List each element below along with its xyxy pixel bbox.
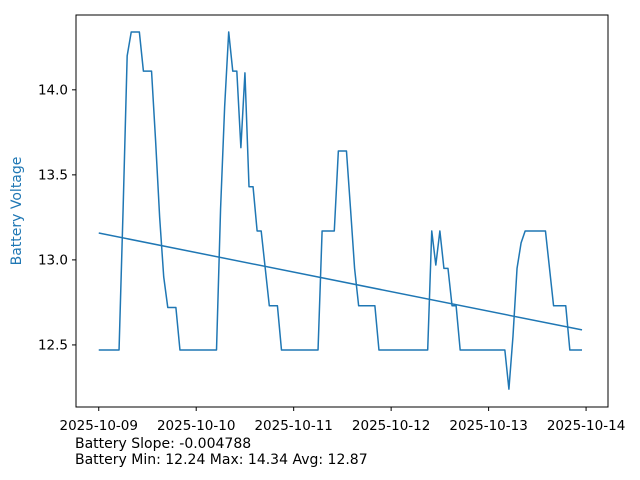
data-series xyxy=(98,31,583,390)
y-tick-label: 14.0 xyxy=(38,82,68,98)
battery-slope-annotation: Battery Slope: -0.004788 xyxy=(75,436,251,452)
x-tick-label: 2025-10-09 xyxy=(60,418,138,434)
y-axis-ticks: 12.5 13.0 13.5 14.0 xyxy=(38,82,76,353)
x-tick-label: 2025-10-14 xyxy=(547,418,625,434)
y-tick-label: 13.5 xyxy=(38,167,68,183)
plot-border xyxy=(75,14,609,408)
battery-voltage-line xyxy=(98,31,583,390)
y-tick-label: 13.0 xyxy=(38,252,68,268)
y-tick-label: 12.5 xyxy=(38,337,68,353)
x-tick-label: 2025-10-10 xyxy=(157,418,235,434)
battery-trend-line xyxy=(98,232,583,331)
y-axis-label: Battery Voltage xyxy=(9,157,25,266)
x-tick-label: 2025-10-12 xyxy=(352,418,430,434)
x-axis-ticks: 2025-10-09 2025-10-10 2025-10-11 2025-10-12… xyxy=(60,407,625,434)
x-tick-label: 2025-10-11 xyxy=(254,418,332,434)
x-tick-label: 2025-10-13 xyxy=(449,418,527,434)
battery-stats-annotation: Battery Min: 12.24 Max: 14.34 Avg: 12.87 xyxy=(75,452,368,468)
